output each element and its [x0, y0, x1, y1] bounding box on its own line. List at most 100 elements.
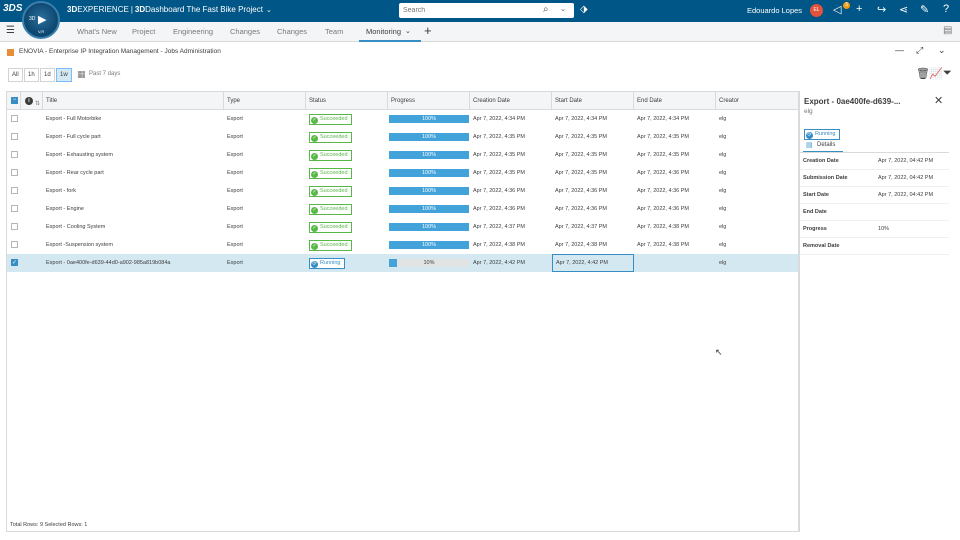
row-checkbox[interactable] — [11, 115, 18, 122]
column-end-date[interactable]: End Date — [634, 92, 716, 110]
column-start-date[interactable]: Start Date — [552, 92, 634, 110]
cell-title[interactable]: Export - Full cycle part — [46, 134, 101, 140]
sort-icon[interactable]: ⇅ — [35, 101, 41, 107]
cell-type[interactable]: Export — [227, 116, 243, 122]
search-icon[interactable]: ⌕ — [543, 4, 549, 15]
cell-end-date[interactable]: Apr 7, 2022, 4:36 PM — [637, 188, 689, 194]
column-status[interactable]: Status — [306, 92, 388, 110]
filter-all-button[interactable]: All — [8, 68, 23, 82]
cell-end-date[interactable] — [634, 254, 716, 272]
chevron-down-icon[interactable]: ⌄ — [938, 45, 946, 55]
select-all-checkbox[interactable]: − — [11, 97, 18, 104]
cell-title[interactable]: Export - Rear cycle part — [46, 170, 104, 176]
cell-type[interactable]: Export — [227, 242, 243, 248]
row-checkbox[interactable] — [11, 241, 18, 248]
column-creator[interactable]: Creator — [719, 98, 740, 104]
tab-details[interactable]: Details — [817, 142, 836, 148]
cell-creation-date[interactable]: Apr 7, 2022, 4:37 PM — [473, 224, 525, 230]
search-input[interactable] — [403, 5, 533, 16]
cell-start-date[interactable]: Apr 7, 2022, 4:38 PM — [555, 242, 607, 248]
cell-creator[interactable]: elg — [719, 224, 727, 230]
tab-project[interactable]: Project — [132, 27, 156, 36]
select-all-cell[interactable]: − — [7, 92, 21, 110]
table-row[interactable]: Export - Exhausting system Export ✓ Succeed… — [7, 146, 798, 164]
tab-engineering[interactable]: Engineering — [173, 27, 214, 36]
table-row[interactable]: Export - Full Motorbike Export ✓ Succeeded 1… — [7, 110, 798, 128]
cell-type[interactable]: Export — [227, 188, 243, 194]
table-row[interactable]: Export -Suspension system Export ✓ Succeede… — [7, 236, 798, 254]
cell-start-date[interactable]: Apr 7, 2022, 4:36 PM — [555, 188, 607, 194]
cell-title[interactable]: Export - Engine — [46, 206, 84, 212]
cell-creator[interactable]: elg — [719, 116, 727, 122]
cell-creator[interactable]: elg — [719, 260, 727, 266]
cell-title[interactable]: Export - Exhausting system — [46, 152, 113, 158]
chat-icon[interactable]: ▤ — [943, 25, 953, 36]
chart-icon[interactable]: 📈 — [929, 68, 943, 80]
filter-1d-button[interactable]: 1d — [40, 68, 55, 82]
table-row[interactable]: Export - Engine Export ✓ Succeeded 100% Apr 7… — [7, 200, 798, 218]
tab-monitoring[interactable]: Monitoring — [366, 27, 402, 36]
cell-start-date[interactable]: Apr 7, 2022, 4:35 PM — [555, 152, 607, 158]
calendar-icon[interactable]: ▦ — [77, 69, 86, 79]
cell-type[interactable]: Export — [227, 152, 243, 158]
cell-type[interactable]: Export — [227, 206, 243, 212]
cell-start-date[interactable]: Apr 7, 2022, 4:42 PM — [552, 254, 634, 272]
add-tab-icon[interactable]: + — [424, 23, 432, 38]
tab-whats-new[interactable]: What's New — [77, 27, 117, 36]
cell-end-date[interactable]: Apr 7, 2022, 4:34 PM — [637, 116, 689, 122]
column-title[interactable]: Title — [43, 92, 224, 110]
column-creation-date[interactable]: Creation Date — [470, 92, 552, 110]
cell-start-date[interactable]: Apr 7, 2022, 4:35 PM — [555, 170, 607, 176]
table-row[interactable]: Export - Full cycle part Export ✓ Succeeded… — [7, 128, 798, 146]
cell-end-date[interactable]: Apr 7, 2022, 4:36 PM — [637, 206, 689, 212]
avatar[interactable]: EL — [810, 4, 823, 17]
cell-start-date[interactable]: Apr 7, 2022, 4:35 PM — [555, 134, 607, 140]
cell-creation-date[interactable]: Apr 7, 2022, 4:38 PM — [473, 242, 525, 248]
column-type[interactable]: Type — [224, 92, 306, 110]
chevron-down-icon[interactable]: ⌄ — [560, 6, 566, 13]
filter-1h-button[interactable]: 1h — [24, 68, 39, 82]
cell-title[interactable]: Export - Full Motorbike — [46, 116, 102, 122]
row-checkbox[interactable] — [11, 169, 18, 176]
maximize-icon[interactable]: ⤢ — [916, 45, 924, 55]
cell-title[interactable]: Export - fork — [46, 188, 76, 194]
tab-changes[interactable]: Changes — [230, 27, 261, 36]
cell-creator[interactable]: elg — [719, 206, 727, 212]
share-icon[interactable]: ↪ — [877, 4, 887, 16]
cell-creator[interactable]: elg — [719, 242, 727, 248]
cell-creation-date[interactable]: Apr 7, 2022, 4:34 PM — [473, 116, 525, 122]
cell-type[interactable]: Export — [227, 170, 243, 176]
cell-title[interactable]: Export -Suspension system — [46, 242, 113, 248]
table-row[interactable]: ✓ Export - 0ae400fe-d639-44d0-a902-985a81… — [7, 254, 798, 272]
minimize-icon[interactable]: — — [895, 45, 904, 55]
row-checkbox[interactable] — [11, 151, 18, 158]
row-checkbox[interactable] — [11, 187, 18, 194]
cell-end-date[interactable]: Apr 7, 2022, 4:36 PM — [637, 170, 689, 176]
user-name[interactable]: Edouardo Lopes — [747, 6, 803, 15]
cell-creation-date[interactable]: Apr 7, 2022, 4:35 PM — [473, 170, 525, 176]
close-icon[interactable]: ✕ — [934, 95, 944, 107]
chevron-down-icon[interactable]: ⌄ — [405, 28, 411, 35]
tag-icon[interactable]: ⬗ — [580, 4, 588, 15]
cell-title[interactable]: Export - 0ae400fe-d639-44d0-a902-985a819… — [46, 260, 171, 266]
add-icon[interactable]: + — [856, 3, 863, 15]
cell-start-date[interactable]: Apr 7, 2022, 4:34 PM — [555, 116, 607, 122]
tab-team[interactable]: Team — [325, 27, 344, 36]
menu-icon[interactable]: ☰ — [6, 25, 15, 36]
compass-button[interactable]: 3D ▶ V,R — [22, 1, 60, 39]
cell-creation-date[interactable]: Apr 7, 2022, 4:42 PM — [473, 260, 525, 266]
cell-creation-date[interactable]: Apr 7, 2022, 4:35 PM — [473, 152, 525, 158]
row-checkbox[interactable]: ✓ — [11, 259, 18, 266]
tools-icon[interactable]: ✎ — [920, 4, 930, 16]
notifications-icon[interactable]: ◁ — [833, 4, 842, 16]
cell-type[interactable]: Export — [227, 224, 243, 230]
cell-creator[interactable]: elg — [719, 134, 727, 140]
cell-creator[interactable]: elg — [719, 152, 727, 158]
cell-title[interactable]: Export - Cooling System — [46, 224, 106, 230]
column-progress[interactable]: Progress — [388, 92, 470, 110]
cell-creation-date[interactable]: Apr 7, 2022, 4:36 PM — [473, 188, 525, 194]
network-icon[interactable]: ⋖ — [899, 4, 909, 16]
cell-creation-date[interactable]: Apr 7, 2022, 4:36 PM — [473, 206, 525, 212]
tab-changes-2[interactable]: Changes — [277, 27, 308, 36]
filter-icon[interactable]: ⏷ — [943, 67, 952, 79]
